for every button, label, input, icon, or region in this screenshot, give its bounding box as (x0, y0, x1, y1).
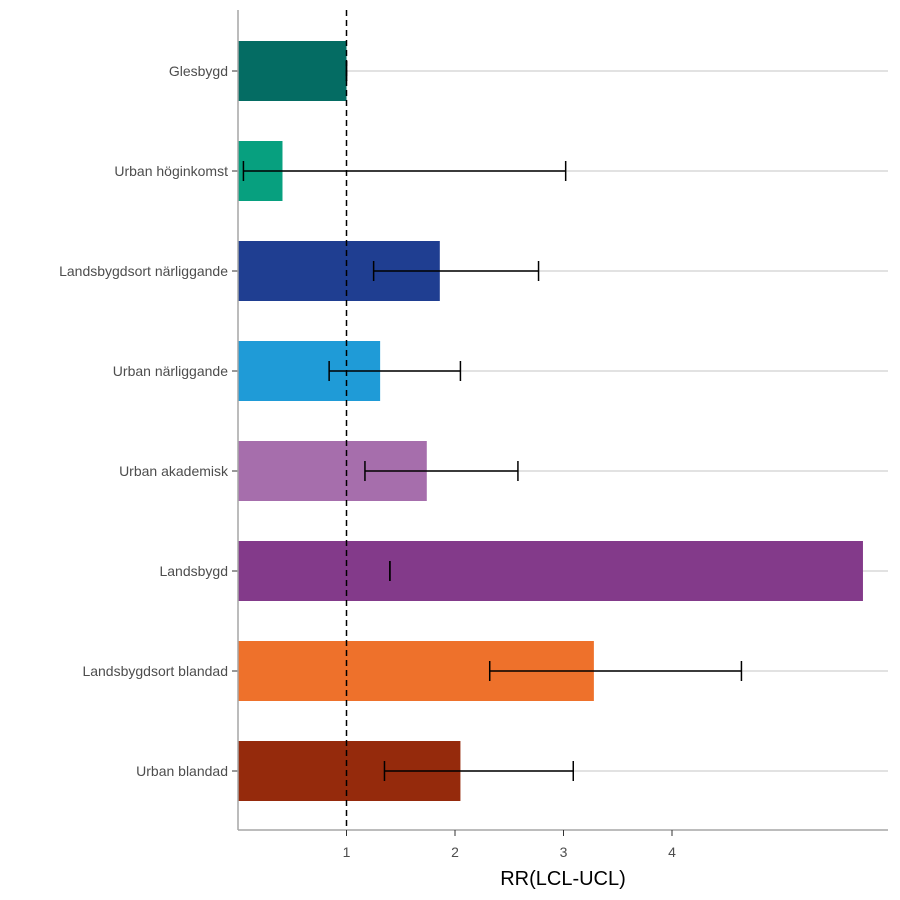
category-label: Urban blandad (136, 763, 228, 779)
category-label: Landsbygdsort närliggande (59, 263, 228, 279)
x-tick-label: 3 (560, 844, 568, 860)
category-label: Landsbygd (159, 563, 228, 579)
category-label: Urban närliggande (113, 363, 228, 379)
error-bar (364, 461, 519, 481)
error-bar (383, 761, 575, 781)
x-tick-label: 2 (451, 844, 459, 860)
error-bars (242, 61, 743, 781)
x-tick-label: 1 (343, 844, 351, 860)
category-label: Urban akademisk (119, 463, 229, 479)
category-label: Urban höginkomst (114, 163, 228, 179)
labels: Glesbygd Urban höginkomst Landsbygdsort nä… (59, 63, 676, 860)
error-bar (372, 261, 540, 281)
x-tick-label: 4 (668, 844, 676, 860)
bars (238, 41, 863, 801)
x-axis-title: RR(LCL-UCL) (500, 868, 626, 890)
error-bar (328, 361, 462, 381)
bar (238, 541, 863, 601)
axes (232, 10, 888, 836)
error-bar (488, 661, 743, 681)
category-label: Landsbygdsort blandad (82, 663, 228, 679)
bar (238, 41, 347, 101)
category-label: Glesbygd (169, 63, 228, 79)
error-bar (242, 161, 567, 181)
